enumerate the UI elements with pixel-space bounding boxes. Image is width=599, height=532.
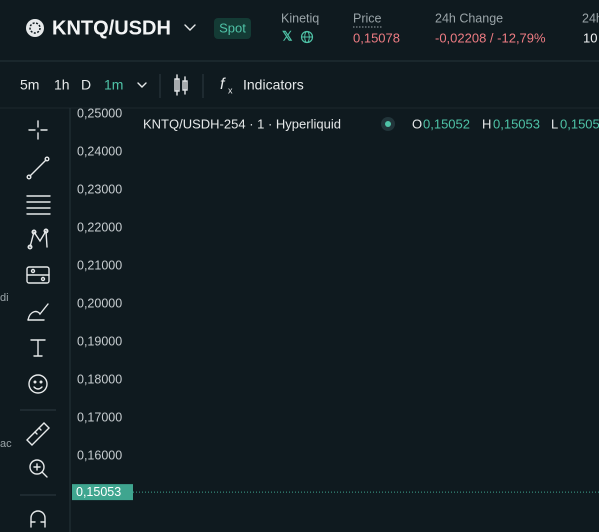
crosshair-tool[interactable] xyxy=(28,120,48,140)
last-price-label: 0,15053 xyxy=(76,485,121,499)
interval[interactable]: 1h xyxy=(54,77,70,93)
web-link[interactable] xyxy=(300,30,314,44)
last-price-box xyxy=(72,484,133,501)
brush-tool[interactable] xyxy=(27,303,49,321)
ohlc-label: L xyxy=(551,116,558,131)
spot-badge xyxy=(214,18,251,39)
y-tick-label: 0,25000 xyxy=(77,106,122,120)
text-tool[interactable] xyxy=(30,339,46,357)
change-label: 24h Change xyxy=(435,11,503,25)
pair[interactable]: KNTQ/USDH xyxy=(52,17,171,39)
spot-label: Spot xyxy=(219,20,246,35)
chart-type[interactable] xyxy=(174,74,188,96)
y-tick-label: 0,18000 xyxy=(77,372,122,386)
interval-active[interactable]: 1m xyxy=(104,77,123,93)
token-logo xyxy=(26,19,44,37)
ruler-tool[interactable] xyxy=(26,422,50,446)
price: 0,15078 xyxy=(353,30,400,45)
x-link[interactable]: 𝕏 xyxy=(282,28,293,43)
legend-title: KNTQ/USDH-254 · 1 · Hyperliquid xyxy=(143,116,341,131)
y-tick-label: 0,16000 xyxy=(77,448,122,462)
interval-dropdown[interactable] xyxy=(137,82,147,88)
y-tick-label: 0,17000 xyxy=(77,410,122,424)
indicators[interactable]: Indicators xyxy=(243,77,304,93)
indicators-icon[interactable]: f xyxy=(220,76,226,93)
pair-dropdown[interactable] xyxy=(184,24,196,31)
drawing-tools: di ac xyxy=(0,120,56,528)
y-tick-label: 0,23000 xyxy=(77,182,122,196)
y-tick-label: 0,24000 xyxy=(77,144,122,158)
header: KNTQ/USDH Spot Kinetiq 𝕏 Price 0,15078 2… xyxy=(26,11,599,45)
cut-value: 10 xyxy=(583,30,597,45)
y-tick-label: 0,19000 xyxy=(77,334,122,348)
y-tick-label: 0,20000 xyxy=(77,296,122,310)
line-tool[interactable] xyxy=(26,156,50,180)
cut-text: ac xyxy=(0,438,12,450)
fib-tool[interactable] xyxy=(26,266,50,284)
legend: KNTQ/USDH-254 · 1 · Hyperliquid O 0,1505… xyxy=(143,116,599,131)
toolbar: 5m 1h D 1m f x Indicators xyxy=(20,74,304,98)
interval[interactable]: 5m xyxy=(20,77,39,93)
indicators-icon[interactable]: x xyxy=(228,85,233,95)
y-tick-label: 0,21000 xyxy=(77,258,122,272)
ohlc-value: 0,1505 xyxy=(560,116,599,131)
pattern-tool[interactable] xyxy=(27,228,49,250)
channel-tool[interactable] xyxy=(26,195,51,215)
y-tick-label: 0,22000 xyxy=(77,220,122,234)
ohlc-value: 0,15052 xyxy=(423,116,470,131)
project: Kinetiq xyxy=(281,11,319,25)
price-label: Price xyxy=(353,11,382,25)
cut-text: di xyxy=(0,292,9,304)
magnet-tool[interactable] xyxy=(30,510,46,528)
emoji-tool[interactable] xyxy=(28,374,48,394)
interval[interactable]: D xyxy=(81,77,91,93)
ohlc-label: H xyxy=(482,116,491,131)
change: -0,02208 / -12,79% xyxy=(435,30,546,45)
ohlc-value: 0,15053 xyxy=(493,116,540,131)
zoom-tool[interactable] xyxy=(29,459,48,478)
cut-label: 24h xyxy=(582,11,599,25)
ohlc-label: O xyxy=(412,116,422,131)
